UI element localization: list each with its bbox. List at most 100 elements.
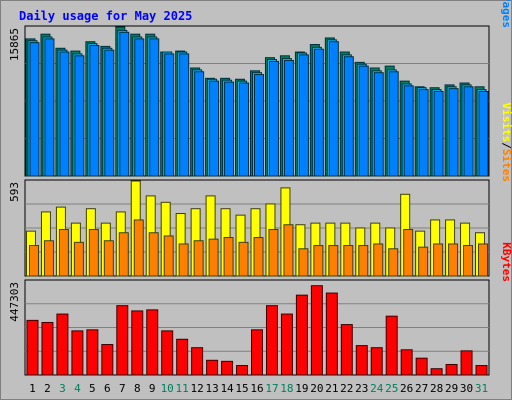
bar-pages-day-30 xyxy=(463,86,474,177)
x-tick-label-day-24: 24 xyxy=(370,382,384,395)
bar-sites-day-27 xyxy=(418,246,429,277)
bar-pages-day-18 xyxy=(283,59,294,177)
legend-item: Sites xyxy=(500,149,512,182)
bar-sites-day-20 xyxy=(313,245,324,277)
bar-pages-day-6 xyxy=(104,49,115,177)
x-tick-label-day-19: 19 xyxy=(295,382,308,395)
bar-pages-day-9 xyxy=(149,38,160,177)
bar-sites-day-4 xyxy=(73,241,84,277)
bar-kbytes-day-10 xyxy=(161,330,174,376)
bar-sites-day-25 xyxy=(388,248,399,277)
x-tick-label-day-8: 8 xyxy=(134,382,141,395)
legend: Hits/Files/Pages xyxy=(500,0,512,28)
x-tick-label-day-30: 30 xyxy=(460,382,473,395)
bar-sites-day-8 xyxy=(133,219,144,277)
bar-sites-day-12 xyxy=(193,240,204,277)
bar-kbytes-day-8 xyxy=(131,310,144,376)
bar-kbytes-day-11 xyxy=(176,338,189,376)
bar-pages-day-17 xyxy=(268,60,279,177)
bar-kbytes-day-27 xyxy=(415,357,428,376)
legend-item: Visits xyxy=(500,103,512,143)
bar-sites-day-3 xyxy=(58,229,69,277)
bar-sites-day-14 xyxy=(223,237,234,277)
chart-panels: 15865 Hits/Files/Pages 593 Visits/Sites 4473… xyxy=(8,0,512,376)
x-tick-label-day-31: 31 xyxy=(475,382,488,395)
bar-pages-day-10 xyxy=(164,53,175,177)
series-pages xyxy=(29,31,489,177)
series-sites xyxy=(28,219,489,277)
bar-kbytes-day-18 xyxy=(280,313,293,376)
bar-kbytes-day-20 xyxy=(310,285,323,376)
bar-pages-day-28 xyxy=(433,90,444,177)
x-tick-label-day-13: 13 xyxy=(205,382,218,395)
bar-sites-day-15 xyxy=(238,241,249,277)
bar-sites-day-31 xyxy=(478,243,489,277)
bar-sites-day-1 xyxy=(28,245,39,277)
bar-sites-day-29 xyxy=(448,243,459,277)
bar-pages-day-15 xyxy=(239,82,250,177)
bar-pages-day-16 xyxy=(254,74,264,177)
bar-sites-day-5 xyxy=(88,229,99,277)
bar-sites-day-24 xyxy=(373,243,384,277)
bar-pages-day-24 xyxy=(373,72,384,177)
bar-pages-day-5 xyxy=(89,44,100,177)
legend-item: KBytes xyxy=(500,242,512,282)
chart-title: Daily usage for May 2025 xyxy=(19,9,192,23)
bar-kbytes-day-4 xyxy=(71,330,84,376)
y-max-label: 15865 xyxy=(8,28,21,61)
bar-kbytes-day-29 xyxy=(445,363,458,376)
bar-sites-day-22 xyxy=(343,245,354,277)
legend-item: / xyxy=(500,142,512,149)
legend: Visits/Sites xyxy=(500,103,512,183)
x-tick-label-day-22: 22 xyxy=(340,382,353,395)
bar-kbytes-day-9 xyxy=(146,309,159,376)
bar-sites-day-18 xyxy=(283,224,294,277)
bar-pages-day-26 xyxy=(403,85,414,177)
bar-kbytes-day-14 xyxy=(221,360,234,376)
bar-sites-day-21 xyxy=(328,245,339,277)
x-tick-label-day-25: 25 xyxy=(385,382,398,395)
x-tick-label-day-28: 28 xyxy=(430,382,443,395)
bar-kbytes-day-1 xyxy=(26,319,39,376)
bar-pages-day-19 xyxy=(298,54,309,177)
bar-pages-day-4 xyxy=(74,55,85,177)
bar-sites-day-30 xyxy=(463,245,474,277)
bar-pages-day-27 xyxy=(418,89,429,177)
x-tick-label-day-3: 3 xyxy=(59,382,66,395)
bar-pages-day-7 xyxy=(119,31,130,177)
x-tick-label-day-2: 2 xyxy=(44,382,51,395)
panel-kbytes: 447303 KBytes xyxy=(8,242,512,376)
bar-sites-day-7 xyxy=(118,232,129,277)
x-tick-label-day-17: 17 xyxy=(265,382,278,395)
bar-sites-day-28 xyxy=(433,243,444,277)
x-tick-label-day-21: 21 xyxy=(325,382,338,395)
bar-pages-day-8 xyxy=(134,38,145,177)
bar-sites-day-23 xyxy=(358,245,369,277)
bar-sites-day-13 xyxy=(208,238,219,277)
x-tick-label-day-1: 1 xyxy=(29,382,36,395)
bar-kbytes-day-25 xyxy=(385,315,398,376)
x-tick-label-day-7: 7 xyxy=(119,382,126,395)
x-tick-label-day-15: 15 xyxy=(235,382,248,395)
bar-sites-day-16 xyxy=(253,237,264,277)
bar-kbytes-day-26 xyxy=(400,349,413,376)
bar-pages-day-3 xyxy=(59,51,70,177)
x-tick-label-day-6: 6 xyxy=(104,382,111,395)
x-axis-day-labels: 1 2 3 4 5 6 7 8 9 10 11 12 13 14 15 16 17 18 19 20 21 22 23 24 2… xyxy=(29,382,488,395)
x-tick-label-day-4: 4 xyxy=(74,382,81,395)
bar-kbytes-day-13 xyxy=(206,359,219,376)
x-tick-label-day-23: 23 xyxy=(355,382,368,395)
bar-pages-day-23 xyxy=(358,65,369,177)
bar-sites-day-11 xyxy=(178,243,189,277)
y-max-label: 447303 xyxy=(8,282,21,322)
x-tick-label-day-5: 5 xyxy=(89,382,96,395)
x-tick-label-day-11: 11 xyxy=(176,382,189,395)
panel-visits-sites: 593 Visits/Sites xyxy=(8,103,512,277)
legend-item: Pages xyxy=(500,0,512,28)
bar-sites-day-6 xyxy=(103,240,114,277)
bar-kbytes-day-5 xyxy=(86,329,99,376)
bar-kbytes-day-16 xyxy=(251,329,263,376)
bar-kbytes-day-6 xyxy=(101,344,114,376)
legend: KBytes xyxy=(500,242,512,282)
